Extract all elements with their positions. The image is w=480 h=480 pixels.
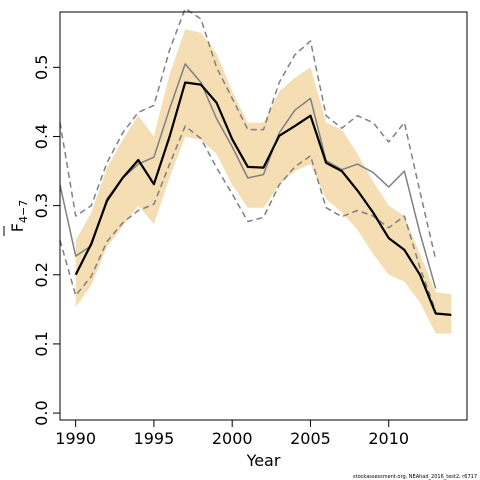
y-tick-label: 0.1 (32, 331, 51, 356)
x-tick-label: 2005 (290, 429, 331, 448)
x-tick-label: 1990 (55, 429, 96, 448)
estimate-line (74, 81, 452, 316)
y-axis: 0.0 0.1 0.2 0.3 0.4 0.5 (32, 55, 60, 426)
series-lines (59, 7, 452, 316)
x-axis-title: Year (246, 451, 281, 470)
credit-note: stockassessment.org, NEAhad_2016_test2, … (353, 474, 477, 480)
plot-frame (59, 11, 468, 421)
x-axis: 1990 1995 2000 2005 2010 (55, 420, 409, 448)
confidence-band-area (75, 29, 452, 334)
y-tick-label: 0.4 (32, 124, 51, 149)
y-axis-title-subscript: 4−7 (17, 200, 30, 223)
y-axis-title: F4−7 (3, 200, 30, 236)
confidence-band (75, 29, 452, 334)
x-tick-label: 1995 (134, 429, 175, 448)
y-tick-label: 0.2 (32, 262, 51, 287)
x-tick-label: 2010 (368, 429, 409, 448)
retro-upper-line (59, 7, 437, 260)
svg-text:F4−7: F4−7 (8, 200, 30, 232)
y-tick-label: 0.3 (32, 193, 51, 218)
y-tick-label: 0.0 (32, 400, 51, 425)
x-tick-label: 2000 (212, 429, 253, 448)
retro-lower-line (59, 125, 437, 311)
y-axis-title-main: F (8, 223, 27, 232)
y-tick-label: 0.5 (32, 55, 51, 80)
